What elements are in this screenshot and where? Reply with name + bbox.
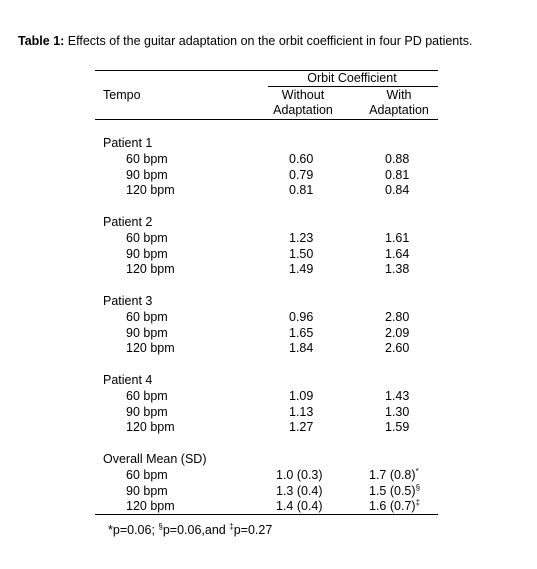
caption-label: Table 1: <box>18 34 65 48</box>
tempo-cell: 60 bpm <box>126 152 168 166</box>
caption-text: Effects of the guitar adaptation on the … <box>67 34 473 48</box>
group-label: Patient 2 <box>103 215 153 229</box>
value-cell: 0.84 <box>385 183 409 198</box>
group-header: Orbit Coefficient <box>307 71 397 85</box>
value-cell: 2.09 <box>385 326 409 341</box>
tempo-cell: 120 bpm <box>126 499 175 514</box>
value-text: 1.5 (0.5) <box>369 483 416 498</box>
value-cell: 1.65 <box>289 325 314 340</box>
value-cell: 0.81 <box>289 183 314 198</box>
value-cell: 1.5 (0.5)§ <box>369 482 421 499</box>
value-text: 1.6 (0.7) <box>369 499 416 514</box>
tempo-cell: 120 bpm <box>126 183 175 198</box>
column-header: Without Adaptation <box>273 88 333 118</box>
footnote: *p=0.06; §p=0.06,and ‡p=0.27 <box>108 523 272 538</box>
value-cell: 0.79 <box>289 167 314 182</box>
value-text: 0.81 <box>385 167 410 182</box>
tempo-cell: 90 bpm <box>126 404 168 419</box>
value-cell: 2.60 <box>385 341 409 356</box>
value-cell: 2.80 <box>385 310 409 325</box>
value-cell: 1.09 <box>289 389 314 403</box>
tempo-cell: 90 bpm <box>126 246 168 261</box>
column-header-line: With <box>386 88 412 102</box>
value-text: 1.59 <box>385 420 410 435</box>
value-cell: 1.61 <box>385 231 409 246</box>
footnote-marker: * <box>415 467 419 476</box>
footnote-part: p=0.06,and <box>162 523 230 537</box>
value-text: 2.09 <box>385 325 410 340</box>
value-cell: 1.50 <box>289 246 314 261</box>
value-cell: 1.43 <box>385 389 409 404</box>
tempo-cell: 90 bpm <box>126 325 168 340</box>
value-text: 2.80 <box>385 310 410 324</box>
group-label: Patient 4 <box>103 373 153 387</box>
footnote-part: p=0.27 <box>233 523 273 537</box>
value-cell: 1.38 <box>385 262 409 277</box>
group-rule <box>268 86 438 87</box>
footnote-part: *p=0.06; <box>108 523 159 537</box>
value-cell: 1.59 <box>385 420 409 435</box>
column-header: With Adaptation <box>369 88 429 118</box>
value-cell: 1.13 <box>289 404 314 419</box>
value-cell: 1.4 (0.4) <box>276 499 323 514</box>
value-cell: 1.7 (0.8)* <box>369 468 419 483</box>
value-cell: 1.64 <box>385 247 409 262</box>
value-cell: 1.49 <box>289 262 314 277</box>
tempo-cell: 120 bpm <box>126 420 175 435</box>
value-cell: 0.60 <box>289 152 314 166</box>
tempo-cell: 60 bpm <box>126 389 168 403</box>
value-cell: 0.96 <box>289 310 314 324</box>
tempo-cell: 60 bpm <box>126 231 168 245</box>
group-label: Patient 1 <box>103 136 153 150</box>
value-cell: 1.6 (0.7)‡ <box>369 499 420 514</box>
value-text: 1.30 <box>385 404 410 419</box>
value-cell: 1.84 <box>289 341 314 356</box>
value-text: 1.38 <box>385 262 410 277</box>
value-text: 0.84 <box>385 183 410 198</box>
group-label: Patient 3 <box>103 294 153 308</box>
table-caption: Table 1: Effects of the guitar adaptatio… <box>18 34 472 49</box>
tempo-cell: 90 bpm <box>126 483 168 498</box>
tempo-cell: 120 bpm <box>126 341 175 356</box>
column-header-line: Adaptation <box>369 103 429 117</box>
value-cell: 1.23 <box>289 231 314 245</box>
value-cell: 0.88 <box>385 152 409 167</box>
value-text: 1.43 <box>385 389 410 403</box>
column-header-line: Without <box>281 88 325 102</box>
footnote-part: § <box>158 522 163 531</box>
header-rule <box>95 119 438 120</box>
value-cell: 1.3 (0.4) <box>276 483 323 498</box>
footnote-marker: ‡ <box>415 498 421 508</box>
tempo-header: Tempo <box>103 88 141 102</box>
value-cell: 1.0 (0.3) <box>276 468 323 482</box>
tempo-cell: 60 bpm <box>126 310 168 324</box>
top-rule <box>95 70 438 71</box>
value-text: 0.88 <box>385 152 410 166</box>
value-text: 1.64 <box>385 246 410 261</box>
tempo-cell: 120 bpm <box>126 262 175 277</box>
column-header-line: Adaptation <box>273 103 333 117</box>
group-label: Overall Mean (SD) <box>103 452 207 466</box>
bottom-rule <box>95 514 438 515</box>
tempo-cell: 90 bpm <box>126 167 168 182</box>
tempo-cell: 60 bpm <box>126 468 168 482</box>
footnote-part: ‡ <box>229 522 234 531</box>
value-cell: 1.27 <box>289 420 314 435</box>
value-cell: 0.81 <box>385 168 409 183</box>
value-text: 1.7 (0.8) <box>369 468 416 482</box>
value-text: 1.61 <box>385 231 410 245</box>
footnote-marker: § <box>415 482 421 492</box>
value-cell: 1.30 <box>385 405 409 420</box>
value-text: 2.60 <box>385 341 410 356</box>
